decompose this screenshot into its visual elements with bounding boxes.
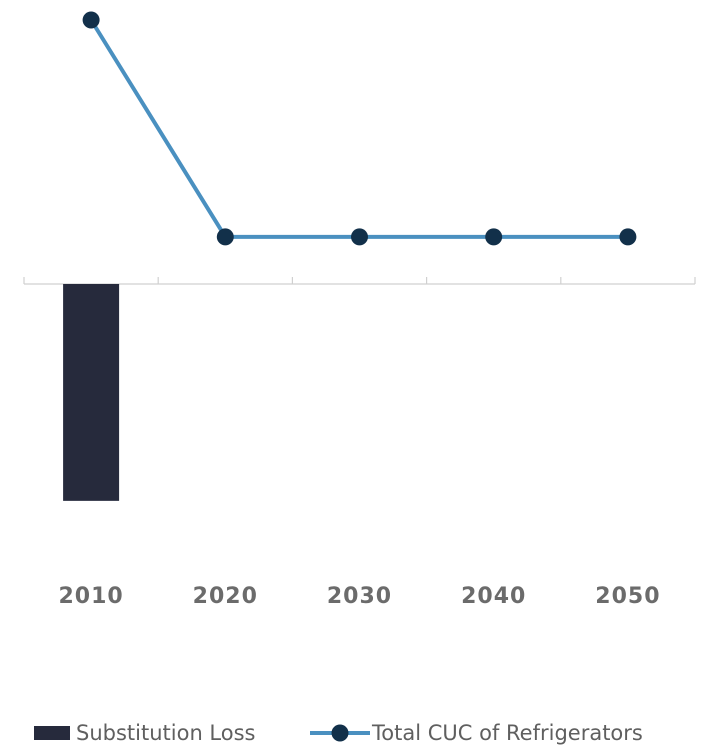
line-point-2020 <box>216 228 234 246</box>
legend-label-total-cuc: Total CUC of Refrigerators <box>371 721 643 745</box>
x-axis <box>23 277 696 285</box>
x-tick-label: 2010 <box>58 584 123 609</box>
line-point-2040 <box>485 228 503 246</box>
line-point-2010 <box>82 11 100 29</box>
line-point-2030 <box>351 228 368 246</box>
legend: Substitution Loss Total CUC of Refrigerat… <box>34 721 643 745</box>
x-tick-label: 2040 <box>461 584 526 609</box>
line-series-total-cuc <box>82 11 637 246</box>
legend-label-substitution-loss: Substitution Loss <box>76 721 255 745</box>
x-tick-label: 2050 <box>595 584 660 609</box>
x-tick-labels: 2010 2020 2030 2040 2050 <box>58 584 660 609</box>
line-path <box>89 18 628 239</box>
line-point-2050 <box>619 228 637 246</box>
bar-2010 <box>63 284 120 501</box>
bar-series-substitution-loss <box>63 284 120 501</box>
x-tick-label: 2030 <box>327 584 392 609</box>
x-tick-label: 2020 <box>193 584 258 609</box>
legend-swatch-marker-total-cuc <box>331 724 349 742</box>
legend-swatch-substitution-loss <box>34 726 70 740</box>
